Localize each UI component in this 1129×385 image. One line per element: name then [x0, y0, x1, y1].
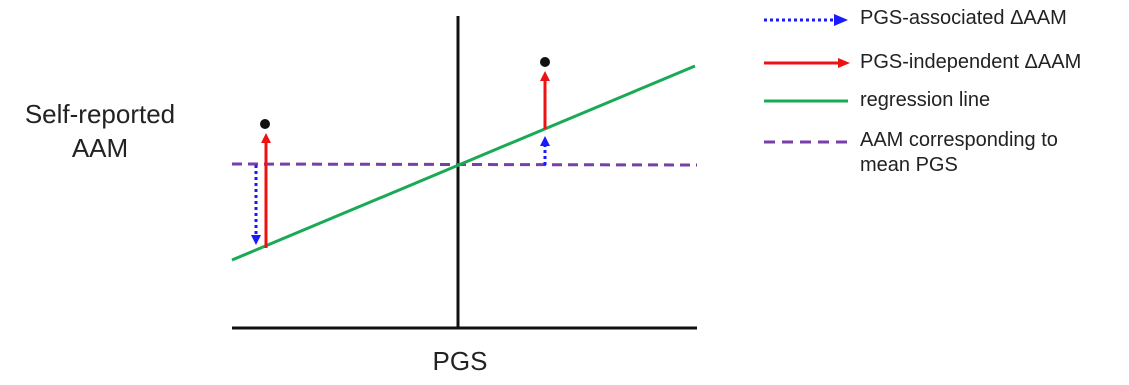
y-axis-label: Self-reported AAM — [0, 97, 200, 165]
right-observed-point — [540, 57, 550, 67]
left-observed-point — [260, 119, 270, 129]
dotted-arrow-icon — [764, 14, 848, 26]
legend-label-pgs-independent: PGS-independent ΔAAM — [860, 51, 1082, 73]
legend-label-regression: regression line — [860, 89, 991, 111]
solid-line-icon — [764, 99, 848, 103]
mean-pgs-line — [231, 162, 698, 167]
legend: PGS-associated ΔAAM PGS-independent ΔAAM… — [762, 0, 1129, 200]
y-axis-label-line-2: AAM — [71, 133, 129, 163]
regression-line — [231, 64, 696, 262]
dashed-line-icon — [764, 140, 848, 144]
legend-label-mean-pgs: AAM corresponding to mean PGS — [860, 129, 1058, 176]
legend-label-pgs-associated: PGS-associated ΔAAM — [860, 7, 1067, 29]
solid-arrow-icon — [764, 58, 850, 68]
x-axis-label: PGS — [432, 346, 488, 376]
y-axis-label-line-1: Self-reported — [24, 99, 176, 129]
